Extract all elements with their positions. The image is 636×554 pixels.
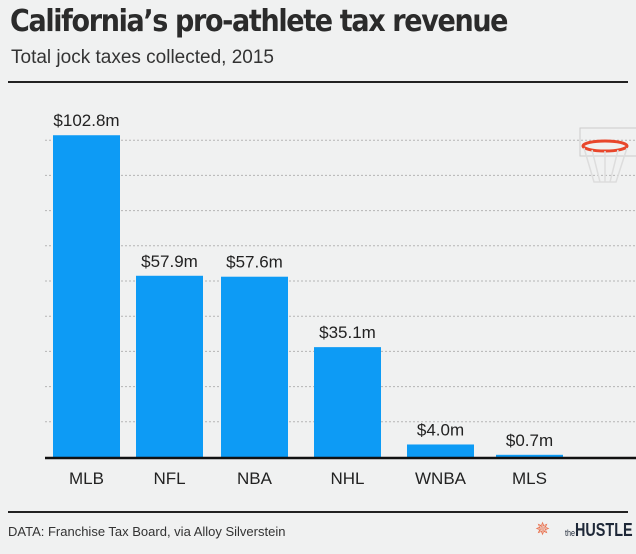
category-label: NHL xyxy=(330,469,364,488)
category-label: MLB xyxy=(69,469,104,488)
bar-wnba xyxy=(407,444,474,457)
backboard xyxy=(579,127,636,157)
category-label: WNBA xyxy=(415,469,467,488)
hubspot-logo-icon: ✵ xyxy=(535,519,551,539)
bottom-rule xyxy=(8,511,628,513)
chart-subtitle: Total jock taxes collected, 2015 xyxy=(11,47,274,68)
data-label: $4.0m xyxy=(417,420,464,439)
bar-nhl xyxy=(314,347,381,457)
bar-nba xyxy=(221,276,288,457)
category-label: MLS xyxy=(512,469,547,488)
data-label: $35.1m xyxy=(319,323,376,342)
bar-mls xyxy=(496,454,563,457)
category-label: NBA xyxy=(237,469,273,488)
bar-nfl xyxy=(136,275,203,457)
category-label: NFL xyxy=(153,469,185,488)
chart-title: California’s pro-athlete tax revenue xyxy=(10,4,509,39)
hoop-net xyxy=(583,147,628,183)
data-label: $102.8m xyxy=(53,111,119,130)
hoop-rim xyxy=(581,139,629,153)
data-label: $57.6m xyxy=(226,253,283,272)
top-rule xyxy=(8,81,628,83)
data-label: $0.7m xyxy=(506,431,553,450)
hustle-logo: theHUSTLE xyxy=(565,520,633,540)
source-note: DATA: Franchise Tax Board, via Alloy Sil… xyxy=(8,524,286,539)
data-label: $57.9m xyxy=(141,252,198,271)
bar-mlb xyxy=(53,135,120,457)
